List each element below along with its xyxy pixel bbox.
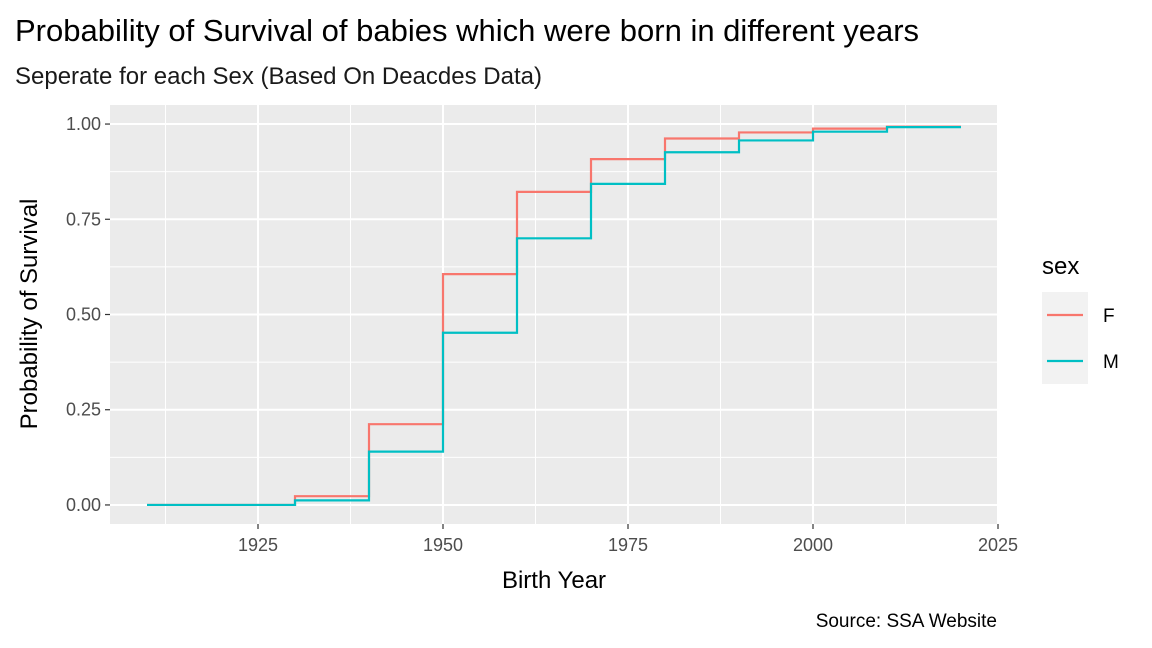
series-lines bbox=[147, 125, 961, 507]
x-tick-label: 2025 bbox=[978, 535, 1018, 555]
y-tick-label: 0.00 bbox=[66, 495, 101, 515]
chart-subtitle: Seperate for each Sex (Based On Deacdes … bbox=[15, 63, 542, 90]
legend-title: sex bbox=[1042, 253, 1079, 280]
chart-caption: Source: SSA Website bbox=[816, 611, 997, 632]
x-axis-title: Birth Year bbox=[502, 567, 606, 594]
x-tick-label: 1975 bbox=[608, 535, 648, 555]
series-line-M bbox=[147, 125, 961, 507]
x-axis: 1925 1950 1975 2000 2025 bbox=[238, 524, 1018, 555]
legend: sex F M bbox=[1042, 253, 1119, 384]
x-tick-label: 1925 bbox=[238, 535, 278, 555]
major-gridlines bbox=[110, 105, 999, 524]
legend-label-M: M bbox=[1103, 352, 1119, 373]
x-tick-label: 2000 bbox=[793, 535, 833, 555]
y-tick-label: 0.25 bbox=[66, 400, 101, 420]
y-tick-label: 0.50 bbox=[66, 305, 101, 325]
chart-title: Probability of Survival of babies which … bbox=[15, 13, 919, 48]
y-tick-label: 0.75 bbox=[66, 209, 101, 229]
y-axis: 0.00 0.25 0.50 0.75 1.00 bbox=[66, 114, 110, 515]
legend-label-F: F bbox=[1103, 306, 1115, 327]
x-tick-label: 1950 bbox=[423, 535, 463, 555]
y-axis-title: Probability of Survival bbox=[16, 199, 43, 430]
y-tick-label: 1.00 bbox=[66, 114, 101, 134]
